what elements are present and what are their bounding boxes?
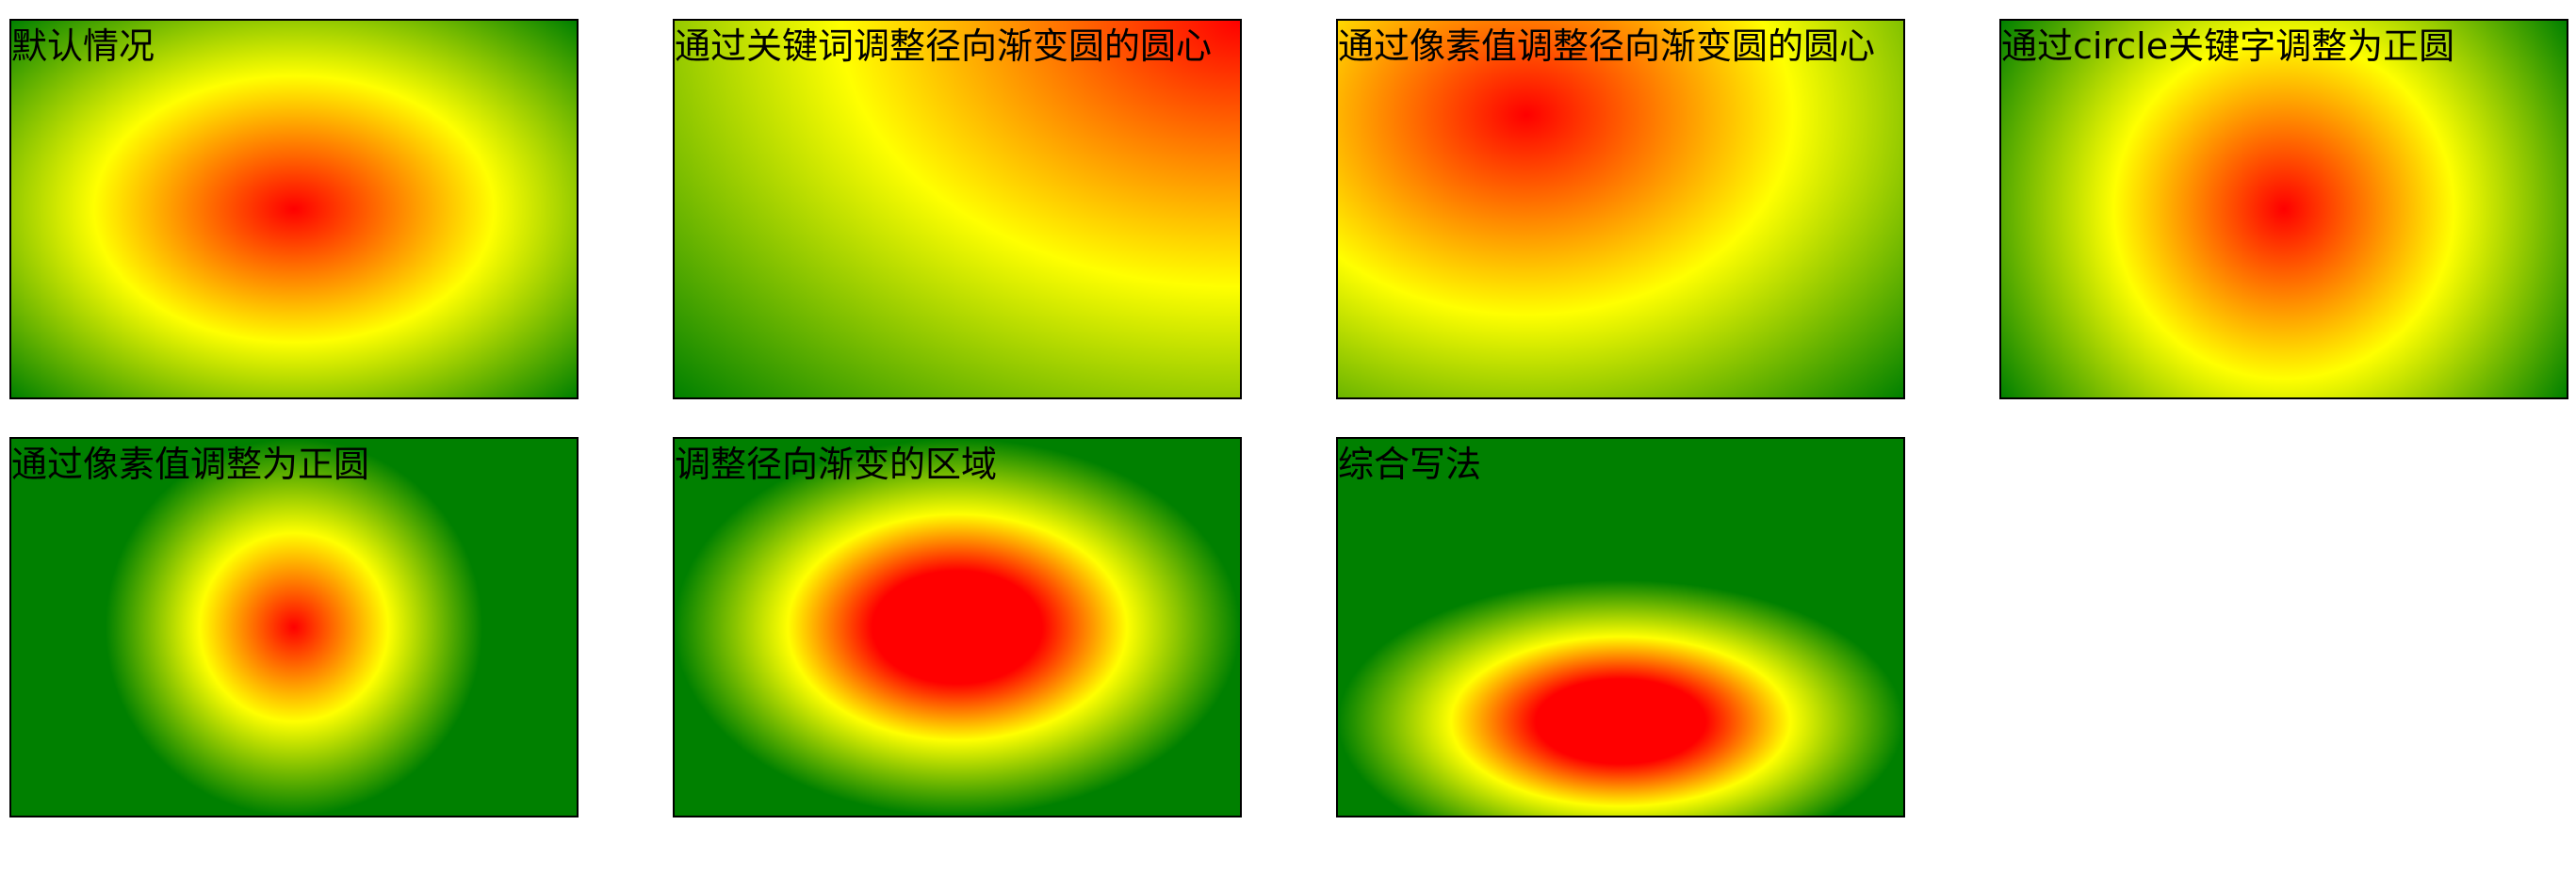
gradient-box-region: 调整径向渐变的区域	[673, 437, 1242, 817]
gradient-box-label: 默认情况	[11, 25, 155, 67]
gradient-box-label: 调整径向渐变的区域	[675, 444, 998, 485]
gradient-box-label: 通过像素值调整径向渐变圆的圆心	[1338, 25, 1876, 67]
gradient-box-label: 通过关键词调整径向渐变圆的圆心	[675, 25, 1213, 67]
gradient-box-label: 通过circle关键字调整为正圆	[2001, 25, 2455, 67]
gradient-box-circle-keyword: 通过circle关键字调整为正圆	[1999, 19, 2568, 399]
gradient-box-label: 综合写法	[1338, 444, 1482, 485]
gradient-box-pixel-circle: 通过像素值调整为正圆	[9, 437, 579, 817]
gradient-box-keyword-center: 通过关键词调整径向渐变圆的圆心	[673, 19, 1242, 399]
gradient-box-default: 默认情况	[9, 19, 579, 399]
gradient-box-pixel-center: 通过像素值调整径向渐变圆的圆心	[1336, 19, 1905, 399]
gradient-box-combined: 综合写法	[1336, 437, 1905, 817]
gradient-box-label: 通过像素值调整为正圆	[11, 444, 370, 485]
